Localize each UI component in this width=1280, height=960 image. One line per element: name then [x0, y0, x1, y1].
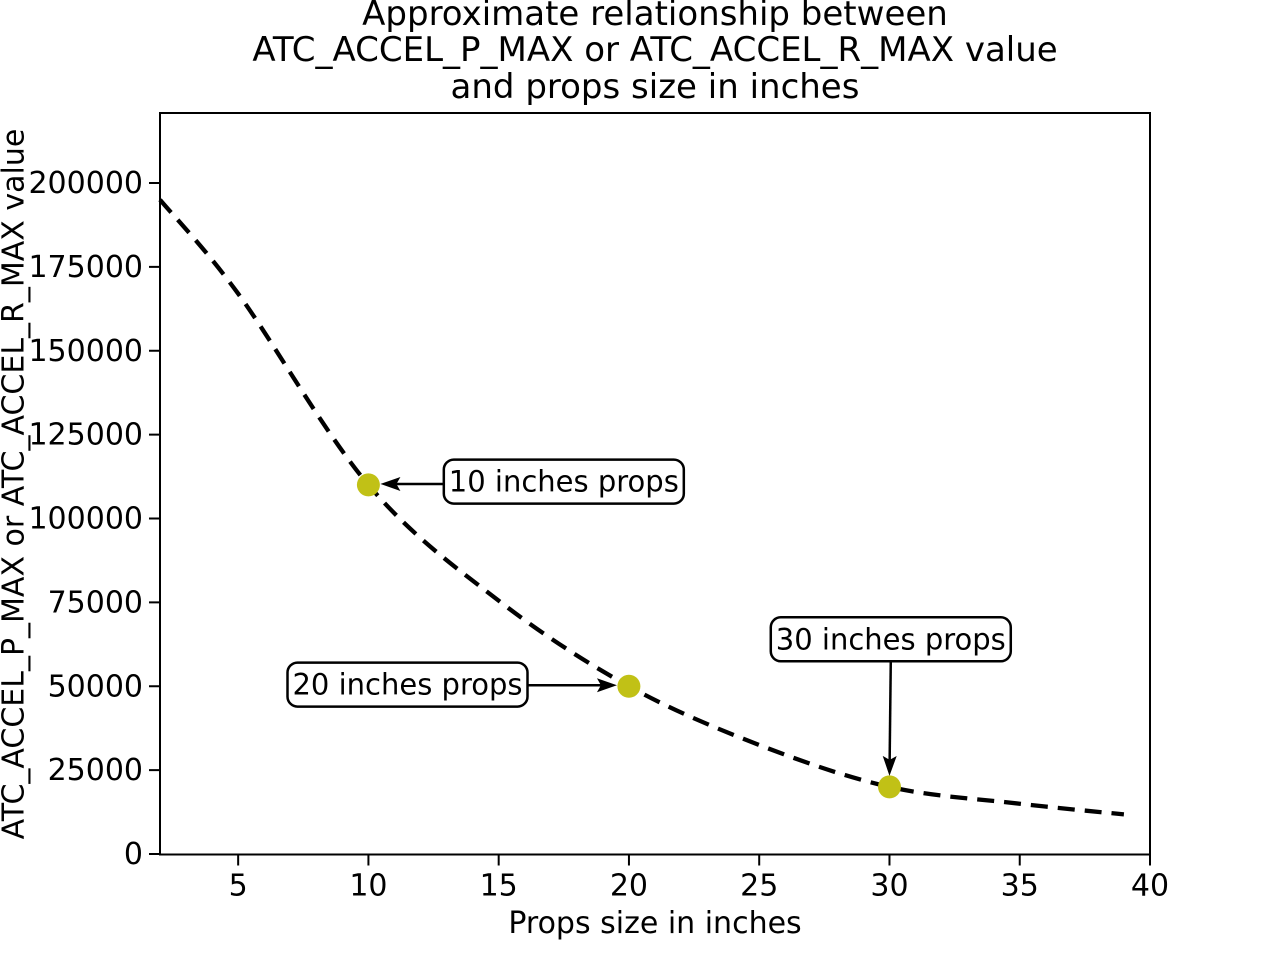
y-tick-label: 150000: [28, 334, 143, 369]
annotation-box: [286, 661, 529, 708]
y-axis-label: ATC_ACCEL_P_MAX or ATC_ACCEL_R_MAX value: [0, 128, 32, 840]
annotation-label: 30 inches props: [776, 622, 1006, 656]
chart-title: Approximate relationship between ATC_ACC…: [252, 0, 1058, 107]
x-tick-label: 40: [1131, 869, 1169, 904]
y-tick-label: 125000: [28, 418, 143, 453]
y-tick-label: 50000: [48, 669, 143, 704]
x-axis-label: Props size in inches: [508, 906, 802, 941]
plot-border: [159, 112, 1151, 856]
x-tick-label: 15: [480, 869, 518, 904]
y-tick-label: 200000: [28, 166, 143, 201]
marker-dot: [617, 674, 641, 698]
marker-dot: [356, 473, 380, 497]
x-tick-label: 10: [349, 869, 387, 904]
x-tick-label: 25: [740, 869, 778, 904]
x-tick-label: 5: [229, 869, 248, 904]
x-tick-label: 30: [870, 869, 908, 904]
annotation-arrow-head: [882, 755, 897, 776]
y-tick-label: 100000: [28, 502, 143, 537]
annotation-label: 10 inches props: [449, 465, 679, 499]
y-tick-label: 175000: [28, 250, 143, 285]
annotation-arrow-line: [888, 661, 893, 760]
annotation-arrow-head: [596, 678, 617, 693]
y-tick-label: 75000: [48, 585, 143, 620]
y-tick-label: 25000: [48, 753, 143, 788]
marker-dot: [878, 775, 901, 799]
curve-path: [158, 198, 1125, 817]
annotation-label: 20 inches props: [292, 668, 522, 702]
y-tick-label: 0: [124, 837, 143, 872]
x-tick-label: 35: [1001, 869, 1039, 904]
annotation-box: [769, 616, 1013, 663]
x-tick-label: 20: [610, 869, 648, 904]
annotation-arrow-head: [380, 476, 401, 491]
annotation-box: [442, 458, 686, 505]
